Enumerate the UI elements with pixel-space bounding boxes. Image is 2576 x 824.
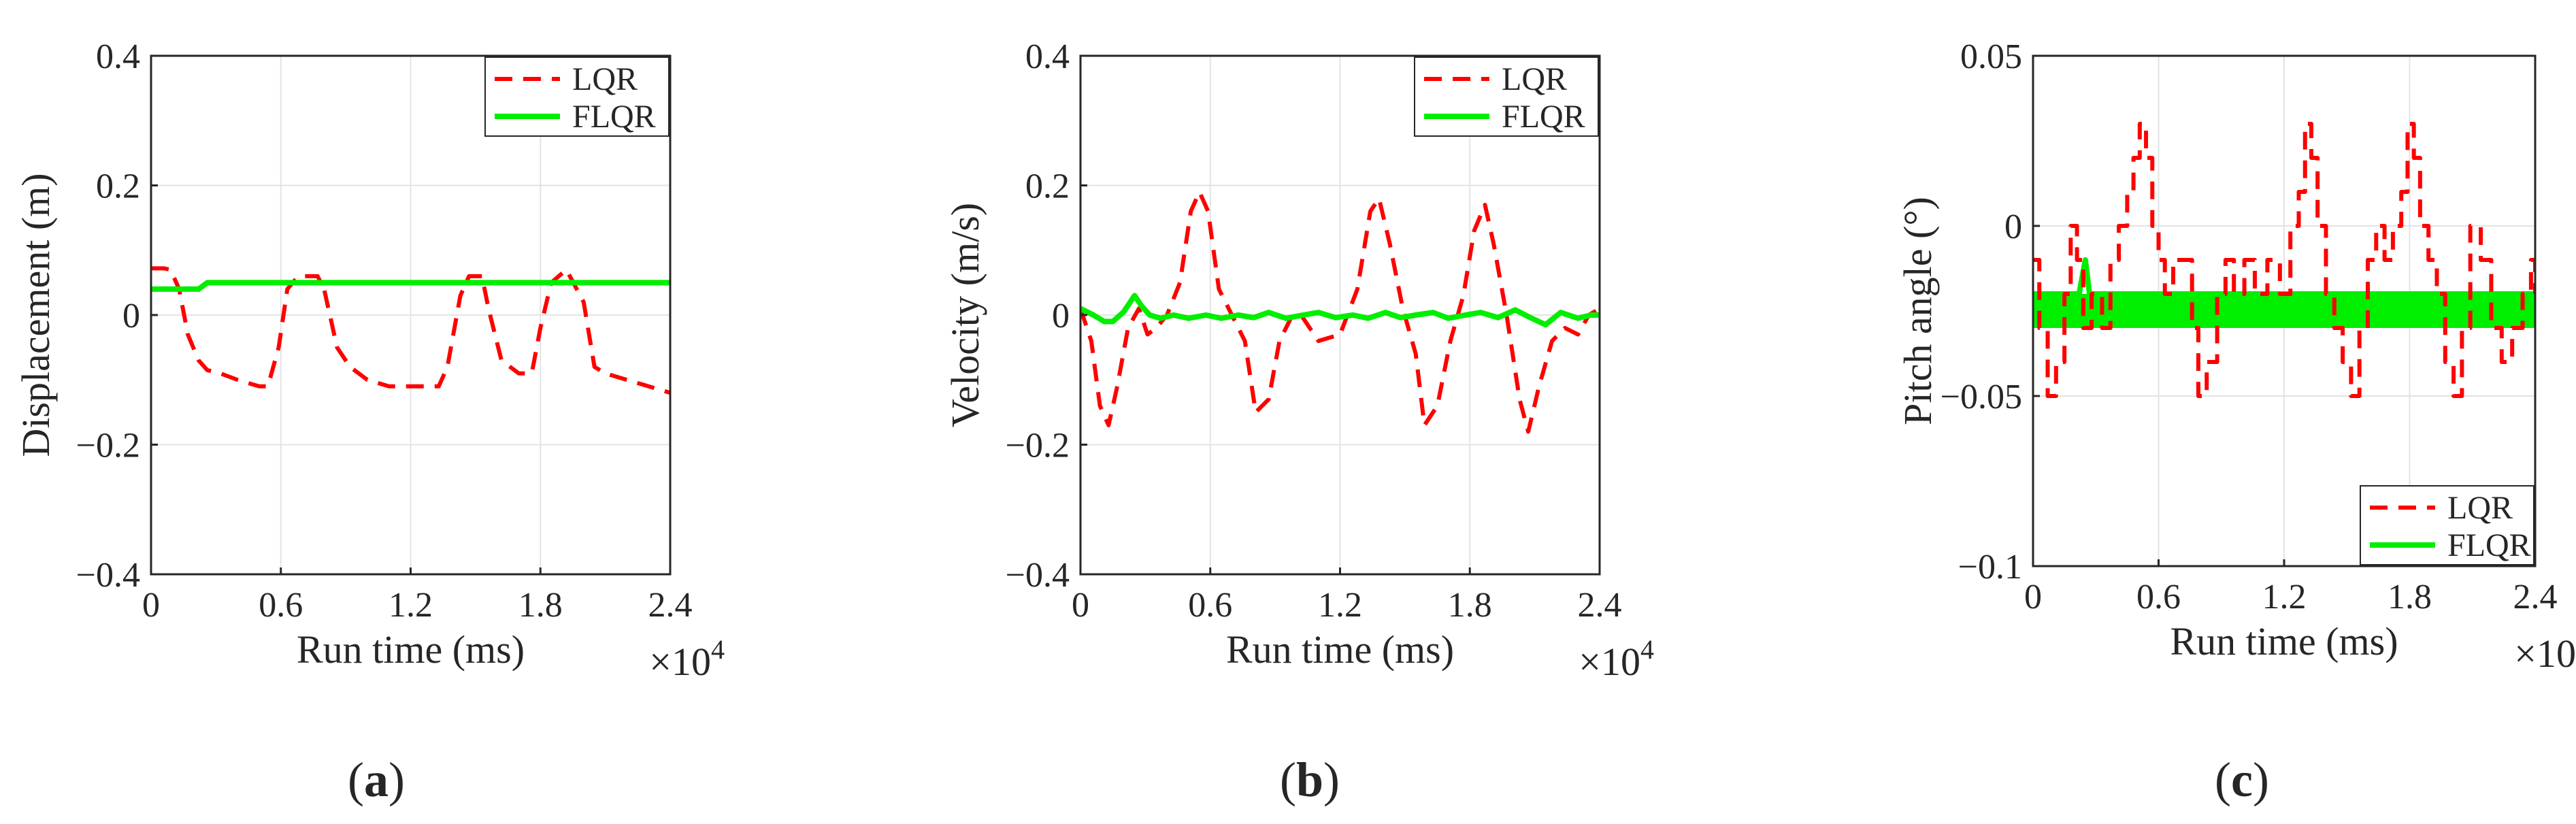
y-tick-label: 0 bbox=[2004, 208, 2022, 246]
y-tick-label: −0.4 bbox=[1006, 556, 1070, 595]
y-tick-label: −0.4 bbox=[76, 556, 140, 595]
series-flqr-line bbox=[2033, 257, 2535, 297]
y-tick-label: −0.2 bbox=[76, 427, 140, 465]
series-lqr-line bbox=[1080, 190, 1600, 434]
x-tick-label: 1.2 bbox=[1318, 586, 1362, 625]
series-flqr-band bbox=[2033, 294, 2535, 328]
panel-b: 0 0.6 1.2 1.8 2.4 −0.4 −0.2 0 0.2 0.4 Run time (ms… bbox=[943, 37, 1654, 807]
panel-c: 0 0.6 1.2 1.8 2.4 −0.1 −0.05 0 0.05 Run time (ms)… bbox=[1896, 37, 2576, 807]
x-axis-label: Run time (ms) bbox=[2170, 619, 2398, 663]
x-tick-label: 2.4 bbox=[2513, 578, 2558, 616]
plot-area bbox=[1080, 190, 1600, 434]
multiplier-exponent: 4 bbox=[1640, 634, 1654, 665]
caption-open: ( bbox=[1280, 753, 1296, 807]
x-tick-label: 1.2 bbox=[2262, 578, 2307, 616]
x-tick-label: 1.8 bbox=[2388, 578, 2432, 616]
x-tick-label: 1.8 bbox=[1448, 586, 1492, 625]
x-tick-label: 0 bbox=[2024, 578, 2042, 616]
legend-label-flqr: FLQR bbox=[572, 99, 656, 135]
x-axis-multiplier: ×104 bbox=[649, 634, 725, 684]
y-tick-label: 0.2 bbox=[1025, 167, 1070, 206]
y-tick-label: 0.2 bbox=[96, 167, 140, 206]
legend-box bbox=[484, 56, 670, 137]
y-tick-label: −0.2 bbox=[1006, 427, 1070, 465]
multiplier-base: ×10 bbox=[649, 640, 711, 684]
y-tick-label: 0.4 bbox=[1025, 37, 1070, 76]
panels: 0 0.6 1.2 1.8 2.4 −0.4 −0.2 0 0.2 0.4 Run time (ms… bbox=[14, 37, 2576, 807]
x-axis-multiplier: ×104 bbox=[1579, 634, 1654, 684]
x-axis-multiplier: ×104 bbox=[2514, 626, 2576, 676]
caption-open: ( bbox=[348, 753, 364, 807]
x-tick-label: 1.8 bbox=[518, 586, 563, 625]
x-tick-label: 1.2 bbox=[389, 586, 433, 625]
panel-a: 0 0.6 1.2 1.8 2.4 −0.4 −0.2 0 0.2 0.4 Run time (ms… bbox=[14, 37, 725, 807]
series-lqr-line bbox=[151, 266, 670, 395]
x-tick-label: 0 bbox=[1072, 586, 1089, 625]
series-flqr-line bbox=[1080, 293, 1600, 328]
legend-label-lqr: LQR bbox=[2447, 490, 2513, 526]
x-tick-label: 0.6 bbox=[259, 586, 303, 625]
legend-label-lqr: LQR bbox=[1502, 61, 1567, 97]
plot-area bbox=[151, 266, 670, 395]
plot-area bbox=[2033, 122, 2535, 398]
caption-open: ( bbox=[2215, 753, 2231, 807]
series-flqr-line bbox=[151, 280, 670, 292]
series-lqr-line bbox=[2033, 122, 2535, 398]
multiplier-exponent: 4 bbox=[711, 634, 725, 665]
panel-caption: (c) bbox=[2215, 753, 2269, 807]
x-tick-label: 2.4 bbox=[648, 586, 693, 625]
x-tick-label: 0.6 bbox=[2136, 578, 2181, 616]
x-tick-label: 0.6 bbox=[1188, 586, 1232, 625]
y-tick-label: 0 bbox=[1052, 297, 1070, 335]
caption-close: ) bbox=[389, 753, 405, 807]
caption-letter: c bbox=[2231, 753, 2253, 807]
caption-letter: a bbox=[364, 753, 389, 807]
y-tick-label: 0.05 bbox=[1960, 37, 2022, 76]
caption-letter: b bbox=[1296, 753, 1323, 807]
multiplier-base: ×10 bbox=[2514, 631, 2576, 676]
legend-box bbox=[1414, 56, 1599, 137]
caption-close: ) bbox=[2253, 753, 2269, 807]
y-axis-label: Displacement (m) bbox=[14, 173, 58, 457]
panel-caption: (a) bbox=[348, 753, 405, 807]
y-tick-label: −0.05 bbox=[1941, 378, 2022, 416]
x-axis-label: Run time (ms) bbox=[297, 627, 525, 672]
multiplier-base: ×10 bbox=[1579, 640, 1640, 684]
x-tick-label: 2.4 bbox=[1578, 586, 1622, 625]
caption-close: ) bbox=[1323, 753, 1340, 807]
panel-caption: (b) bbox=[1280, 753, 1340, 807]
legend-label-flqr: FLQR bbox=[1502, 99, 1585, 135]
y-tick-label: −0.1 bbox=[1958, 548, 2022, 587]
x-tick-label: 0 bbox=[142, 586, 160, 625]
y-tick-label: 0 bbox=[122, 297, 140, 335]
x-axis-label: Run time (ms) bbox=[1226, 627, 1454, 672]
legend-label-lqr: LQR bbox=[572, 61, 638, 97]
legend-label-flqr: FLQR bbox=[2447, 527, 2531, 563]
y-tick-label: 0.4 bbox=[96, 37, 140, 76]
y-axis-label: Velocity (m/s) bbox=[943, 203, 987, 427]
legend-box bbox=[2360, 485, 2534, 565]
y-axis-label: Pitch angle (°) bbox=[1896, 197, 1940, 425]
